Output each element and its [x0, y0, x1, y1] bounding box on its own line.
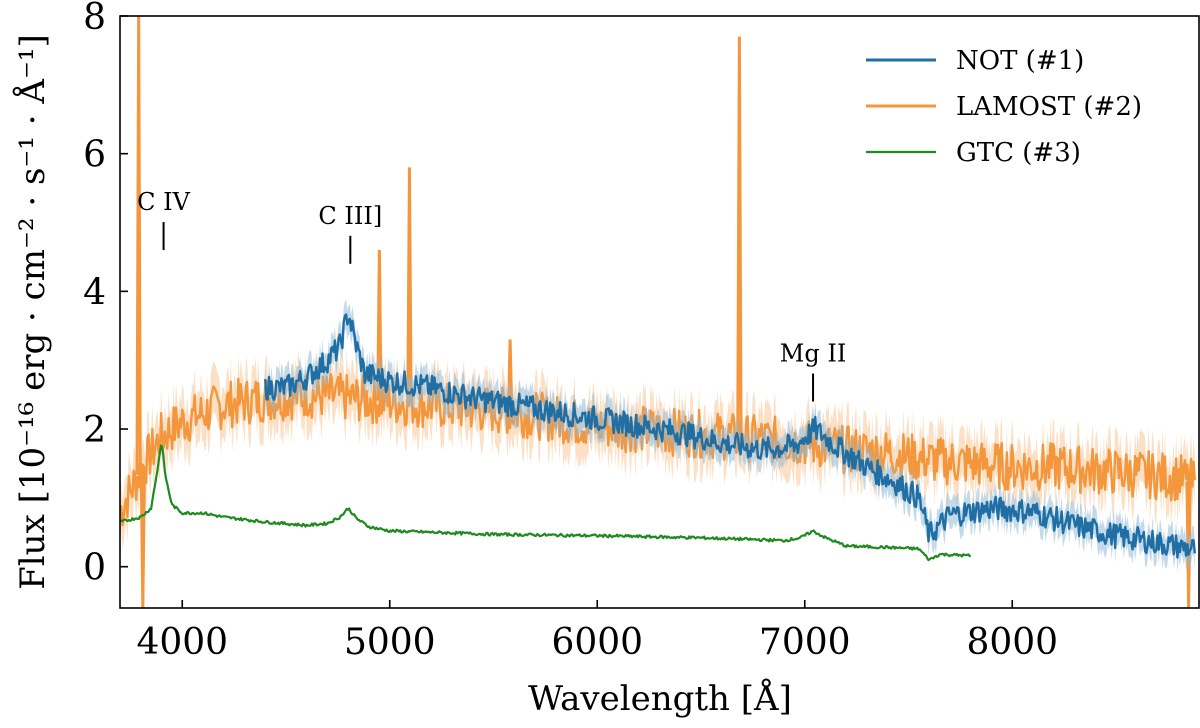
legend: NOT (#1) LAMOST (#2) GTC (#3) [866, 46, 1142, 168]
legend-label-2: GTC (#3) [956, 138, 1081, 168]
annotation-label-1: C III] [318, 202, 382, 230]
annotation-label-0: C IV [137, 188, 190, 216]
plot-frame [119, 15, 1200, 609]
x-tick-label-6000: 6000 [551, 622, 643, 663]
x-tick-label-4000: 4000 [136, 622, 228, 663]
x-tick-label-7000: 7000 [759, 622, 851, 663]
spike-3 [406, 167, 413, 404]
y-tick-label-0: 0 [83, 548, 106, 589]
y-tick-label-2: 2 [83, 410, 106, 451]
y-tick-label-6: 6 [83, 135, 106, 176]
annotation-label-2: Mg II [780, 339, 847, 367]
x-tick-label-8000: 8000 [966, 622, 1058, 663]
legend-label-1: LAMOST (#2) [956, 92, 1142, 122]
annotations: C IV C III] Mg II [137, 188, 847, 402]
x-axis-title: Wavelength [Å] [528, 678, 792, 719]
spike-5 [736, 36, 743, 438]
spike-6 [1185, 481, 1192, 608]
x-tick-label-5000: 5000 [344, 622, 436, 663]
y-tick-label-8: 8 [83, 0, 106, 38]
series-line-0 [264, 313, 1196, 559]
legend-label-0: NOT (#1) [956, 46, 1084, 76]
spike-0 [135, 16, 142, 475]
spike-2 [376, 250, 383, 401]
spike-1 [139, 466, 146, 608]
series-line-2 [120, 444, 972, 562]
axes-ticks: 4000 5000 6000 7000 8000 0 2 4 6 8 [83, 0, 1058, 663]
y-axis-title: Flux [10⁻¹⁶ erg · cm⁻² · s⁻¹ · Å⁻¹] [12, 34, 53, 590]
plot-area [120, 16, 1196, 608]
y-tick-label-4: 4 [83, 272, 106, 313]
series-band-0 [265, 299, 1195, 572]
